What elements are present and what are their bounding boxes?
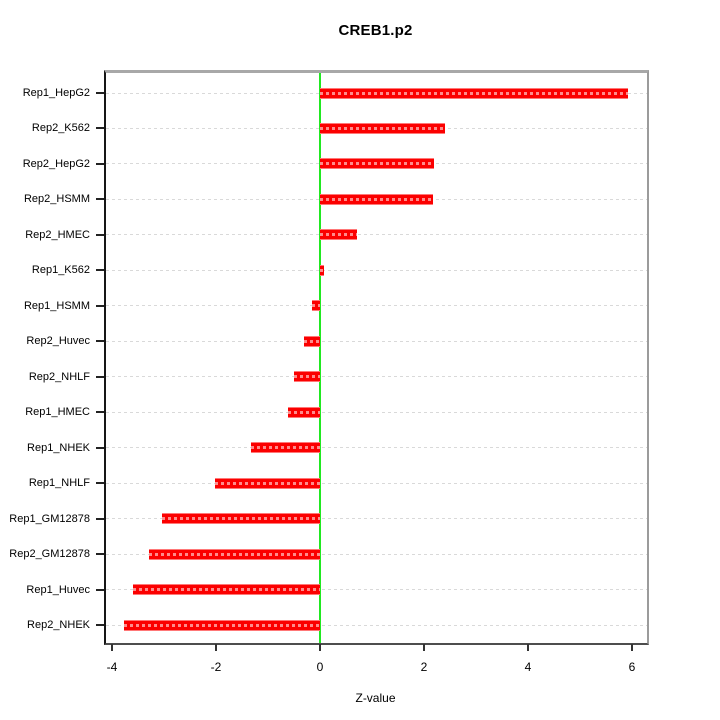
bar-dash-pattern [303,339,320,343]
gridline [106,624,647,626]
bar-dash-pattern [320,197,433,201]
gridline [106,234,647,236]
bar-Rep2_K562 [320,122,445,134]
bar-dash-pattern [320,91,628,95]
gridline [106,411,647,413]
bar-Rep1_HSMM [312,300,320,312]
y-axis-label: Rep2_Huvec [26,335,90,348]
bar-Rep2_NHEK [123,619,320,631]
gridline [106,447,647,449]
y-axis-label: Rep2_K562 [31,122,90,135]
x-axis-tick [423,644,425,651]
bar-Rep2_HepG2 [320,158,435,170]
y-axis-tick [96,375,104,378]
gridline [106,589,647,591]
y-axis-label: Rep1_NHLF [28,477,90,490]
y-axis-label: Rep2_HSMM [23,193,90,206]
y-axis-label: Rep2_GM12878 [9,548,90,561]
x-axis-tick-label: 2 [420,660,428,674]
y-axis-tick [96,553,104,556]
bar-dash-pattern [320,126,445,130]
bar-dash-pattern [148,552,320,556]
bar-Rep2_GM12878 [148,548,320,560]
gridline [106,269,647,271]
y-axis-tick [96,588,104,591]
bar-Rep2_HMEC [320,229,357,241]
y-axis-label: Rep1_HMEC [25,406,90,419]
bar-Rep1_K562 [320,264,325,276]
bar-dash-pattern [161,517,320,521]
y-axis-tick [96,198,104,201]
y-axis-tick [96,624,104,626]
x-axis-tick [111,644,113,651]
bar-Rep2_NHLF [294,371,320,383]
bar-dash-pattern [214,481,320,485]
y-axis-label: Rep1_Huvec [26,583,90,596]
plot-area [104,70,649,645]
bar-Rep1_Huvec [132,584,320,596]
bar-dash-pattern [123,623,320,627]
y-axis-tick [96,304,104,307]
bar-Rep1_NHEK [250,442,320,454]
x-axis-tick-label: 6 [628,660,636,674]
bar-dash-pattern [320,162,435,166]
y-axis-label: Rep2_HepG2 [22,157,90,170]
y-axis-tick [96,92,104,94]
bar-dash-pattern [312,304,320,308]
x-axis-tick-label: 4 [524,660,532,674]
x-axis-tick-label: -4 [106,660,118,674]
y-axis-tick [96,233,104,236]
y-axis-label: Rep1_HepG2 [22,87,90,99]
y-axis-tick [96,517,104,520]
bar-Rep2_Huvec [303,335,320,347]
zero-line [319,73,321,643]
bar-Rep1_NHLF [214,477,320,489]
bar-Rep1_GM12878 [161,513,320,525]
x-axis-tick-label: -2 [210,660,222,674]
y-axis-tick [96,269,104,272]
y-axis-tick [96,127,104,130]
gridline [106,376,647,378]
gridline [106,340,647,342]
x-axis-tick [215,644,217,651]
gridline [106,482,647,484]
bar-dash-pattern [250,446,320,450]
bar-dash-pattern [287,410,320,414]
chart-title: CREB1.p2 [338,22,413,39]
bar-Rep1_HMEC [287,406,320,418]
x-axis-tick [631,644,633,651]
y-axis-label: Rep2_HMEC [25,228,90,241]
gridline [106,518,647,520]
bar-Rep2_HSMM [320,193,433,205]
bar-dash-pattern [320,268,325,272]
x-axis-tick [527,644,529,651]
x-axis-tick [319,644,321,651]
y-axis-tick [96,162,104,165]
y-axis-tick [96,411,104,414]
x-axis-title: Z-value [355,691,396,705]
x-axis-tick-label: 0 [316,660,324,674]
y-axis-label: Rep1_GM12878 [9,512,90,525]
bar-Rep1_HepG2 [320,87,628,99]
y-axis-tick [96,482,104,485]
bar-dash-pattern [320,233,357,237]
gridline [106,553,647,555]
gridline [106,305,647,307]
y-axis-tick [96,340,104,343]
bar-dash-pattern [132,588,320,592]
bar-dash-pattern [294,375,320,379]
y-axis-tick [96,446,104,449]
y-axis-label: Rep1_K562 [31,264,90,277]
y-axis-label: Rep2_NHLF [28,370,90,383]
y-axis-label: Rep1_HSMM [23,299,90,312]
y-axis-label: Rep2_NHEK [27,619,90,631]
y-axis-label: Rep1_NHEK [27,441,90,454]
